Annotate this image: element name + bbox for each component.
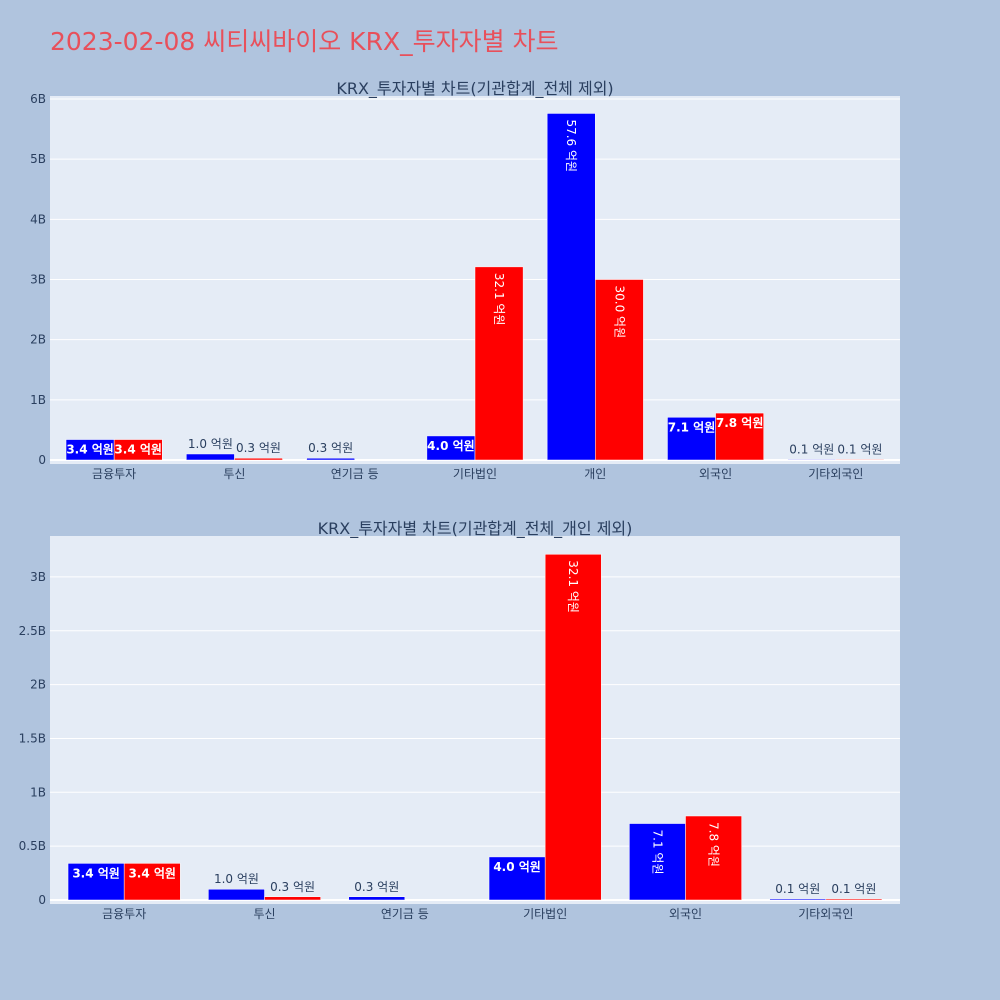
x-tick-label: 외국인 — [699, 467, 732, 481]
bar-label: 0.1 억원 — [789, 442, 834, 456]
bar — [667, 417, 716, 461]
page-title: 2023-02-08 씨티씨바이오 KRX_투자자별 차트 — [50, 27, 559, 56]
bar — [123, 863, 181, 901]
bar-label: 0.3 억원 — [270, 880, 315, 894]
bar-label: 7.1 억원 — [668, 420, 716, 434]
y-tick-label: 3B — [30, 273, 46, 287]
bar — [474, 266, 524, 461]
x-tick-label: 기타외국인 — [798, 907, 853, 921]
bar — [715, 412, 764, 461]
x-tick-label: 개인 — [584, 467, 606, 481]
bar — [787, 459, 837, 461]
x-tick-label: 외국인 — [669, 907, 702, 921]
bar — [426, 435, 476, 461]
y-tick-label: 0 — [38, 893, 46, 907]
bar — [544, 554, 602, 901]
bar — [234, 457, 283, 461]
bar — [348, 896, 406, 901]
x-tick-label: 금융투자 — [92, 467, 136, 481]
bar-label: 4.0 억원 — [427, 439, 475, 453]
chart-title: KRX_투자자별 차트(기관합계_전체 제외) — [336, 79, 613, 99]
bar — [769, 898, 827, 901]
bar-label: 1.0 억원 — [188, 437, 233, 451]
y-tick-label: 1.5B — [19, 731, 46, 745]
bar-label: 3.4 억원 — [114, 443, 162, 457]
bar — [208, 888, 265, 901]
bar-label: 32.1 억원 — [566, 560, 580, 613]
x-tick-label: 투신 — [253, 907, 275, 921]
x-tick-label: 투신 — [223, 467, 245, 481]
bar — [629, 823, 686, 901]
bar-label: 0.3 억원 — [308, 441, 353, 455]
x-tick-label: 기타법인 — [523, 907, 567, 921]
bar-label: 1.0 억원 — [214, 872, 259, 886]
y-tick-label: 2B — [30, 333, 46, 347]
bar — [113, 439, 163, 461]
y-tick-label: 1B — [30, 393, 46, 407]
bar — [835, 459, 885, 461]
bar-label: 0.1 억원 — [831, 882, 876, 896]
y-tick-label: 2B — [30, 678, 46, 692]
chart-title: KRX_투자자별 차트(기관합계_전체_개인 제외) — [318, 519, 633, 539]
y-tick-label: 0 — [38, 453, 46, 467]
bar-label: 0.3 억원 — [354, 880, 399, 894]
y-tick-label: 2.5B — [19, 624, 46, 638]
bar-label: 30.0 억원 — [612, 286, 626, 339]
bar-label: 7.8 억원 — [707, 822, 721, 867]
y-tick-label: 3B — [30, 570, 46, 584]
y-tick-label: 6B — [30, 92, 46, 106]
bar — [595, 279, 644, 461]
x-tick-label: 금융투자 — [102, 907, 146, 921]
bar-label: 0.1 억원 — [775, 882, 820, 896]
bar-label: 0.1 억원 — [837, 442, 882, 456]
bar-label: 7.1 억원 — [650, 830, 664, 875]
y-tick-label: 4B — [30, 212, 46, 226]
x-tick-label: 연기금 등 — [381, 907, 429, 921]
bar — [306, 457, 355, 461]
x-tick-label: 연기금 등 — [331, 467, 379, 481]
bar — [825, 898, 883, 901]
plot-area — [50, 536, 900, 904]
chart-2: KRX_투자자별 차트(기관합계_전체_개인 제외) 0 0.5B 1B 1.5B 2B 2… — [19, 519, 900, 921]
bar — [685, 815, 742, 901]
x-tick-label: 기타외국인 — [808, 467, 863, 481]
x-tick-label: 기타법인 — [453, 467, 497, 481]
bar-label: 3.4 억원 — [66, 443, 114, 457]
bar — [67, 863, 125, 901]
bar — [186, 453, 235, 461]
bar-label: 32.1 억원 — [492, 273, 506, 326]
bar-label: 3.4 억원 — [128, 866, 176, 880]
bar-label: 57.6 억원 — [564, 119, 578, 172]
bar — [488, 856, 546, 901]
bar-label: 3.4 억원 — [72, 866, 120, 880]
bar — [546, 113, 596, 461]
y-tick-label: 5B — [30, 152, 46, 166]
bar-label: 0.3 억원 — [236, 441, 281, 455]
y-tick-label: 0.5B — [19, 839, 46, 853]
chart-1: KRX_투자자별 차트(기관합계_전체 제외) 0 1B 2B 3B 4B 5B 6B 금융투자… — [30, 79, 900, 481]
bar-label: 7.8 억원 — [716, 416, 764, 430]
bar-label: 4.0 억원 — [493, 860, 541, 874]
bar — [264, 896, 321, 901]
y-tick-label: 1B — [30, 785, 46, 799]
